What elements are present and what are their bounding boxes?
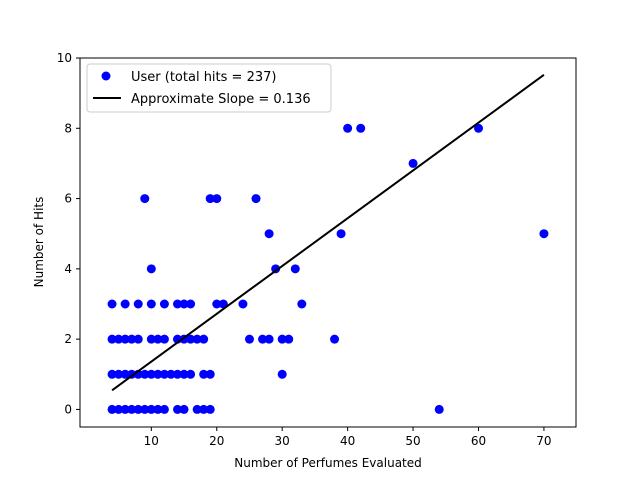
data-point: [166, 369, 176, 379]
data-point: [205, 404, 215, 414]
y-tick-label: 8: [64, 121, 72, 135]
data-point: [172, 369, 182, 379]
data-point: [179, 404, 189, 414]
data-point: [205, 369, 215, 379]
y-tick-label: 4: [64, 262, 72, 276]
data-point: [146, 334, 156, 344]
data-point: [120, 334, 130, 344]
data-point: [127, 404, 137, 414]
data-point: [199, 334, 209, 344]
data-point: [114, 334, 124, 344]
data-point: [251, 194, 261, 204]
x-tick-label: 30: [275, 434, 290, 448]
x-axis-ticks: 10 20 30 40 50 60 70: [144, 427, 552, 448]
data-point: [127, 334, 137, 344]
data-point: [133, 334, 143, 344]
data-point: [133, 404, 143, 414]
data-point: [277, 369, 287, 379]
data-point: [212, 299, 222, 309]
legend-box: [86, 63, 332, 113]
data-point: [474, 123, 484, 133]
data-point: [330, 334, 340, 344]
data-point: [159, 334, 169, 344]
data-point: [186, 334, 196, 344]
data-point: [297, 299, 307, 309]
data-point: [153, 334, 163, 344]
legend: User (total hits = 237) Approximate Slop…: [86, 63, 332, 113]
data-point: [153, 404, 163, 414]
data-point: [120, 404, 130, 414]
slope-line: [111, 74, 545, 392]
data-point: [290, 264, 300, 274]
data-point: [244, 334, 254, 344]
y-axis-ticks: 0 2 4 6 8 10: [57, 51, 80, 416]
data-point: [199, 369, 209, 379]
data-point: [264, 334, 274, 344]
data-point: [159, 369, 169, 379]
y-axis-label: Number of Hits: [32, 197, 46, 288]
legend-label-slope: Approximate Slope = 0.136: [131, 92, 311, 107]
y-tick-label: 6: [64, 192, 72, 206]
data-point: [153, 369, 163, 379]
data-point: [199, 404, 209, 414]
data-point: [159, 299, 169, 309]
x-tick-label: 50: [405, 434, 420, 448]
data-point: [336, 229, 346, 239]
plot-frame: [79, 57, 577, 428]
y-tick-label: 10: [57, 51, 72, 65]
legend-marker-user: [101, 71, 111, 81]
data-point: [258, 334, 268, 344]
data-point: [140, 194, 150, 204]
data-point: [114, 404, 124, 414]
data-point: [264, 229, 274, 239]
x-tick-label: 20: [209, 434, 224, 448]
data-point: [343, 123, 353, 133]
data-point: [146, 404, 156, 414]
data-point: [107, 334, 117, 344]
x-tick-label: 40: [340, 434, 355, 448]
data-point: [408, 158, 418, 168]
y-tick-label: 2: [64, 332, 72, 346]
data-point: [172, 404, 182, 414]
points-layer: [107, 123, 549, 414]
x-tick-label: 10: [144, 434, 159, 448]
data-point: [179, 299, 189, 309]
data-point: [186, 369, 196, 379]
data-point: [212, 194, 222, 204]
y-tick-label: 0: [64, 402, 72, 416]
data-point: [159, 404, 169, 414]
data-point: [434, 404, 444, 414]
x-axis-label: Number of Perfumes Evaluated: [234, 456, 422, 470]
data-point: [140, 369, 150, 379]
data-point: [107, 299, 117, 309]
data-point: [179, 369, 189, 379]
data-point: [192, 334, 202, 344]
data-point: [271, 264, 281, 274]
data-point: [120, 299, 130, 309]
x-tick-label: 60: [471, 434, 486, 448]
data-point: [146, 264, 156, 274]
data-point: [146, 299, 156, 309]
data-point: [284, 334, 294, 344]
data-point: [238, 299, 248, 309]
data-point: [186, 299, 196, 309]
data-point: [356, 123, 366, 133]
data-point: [140, 404, 150, 414]
data-point: [107, 369, 117, 379]
legend-label-user: User (total hits = 237): [131, 70, 276, 85]
data-point: [277, 334, 287, 344]
data-point: [205, 194, 215, 204]
data-point: [114, 369, 124, 379]
data-point: [192, 404, 202, 414]
x-tick-label: 70: [536, 434, 551, 448]
data-point: [107, 404, 117, 414]
data-point: [172, 299, 182, 309]
data-point: [133, 299, 143, 309]
data-point: [539, 229, 549, 239]
data-point: [120, 369, 130, 379]
data-point: [146, 369, 156, 379]
